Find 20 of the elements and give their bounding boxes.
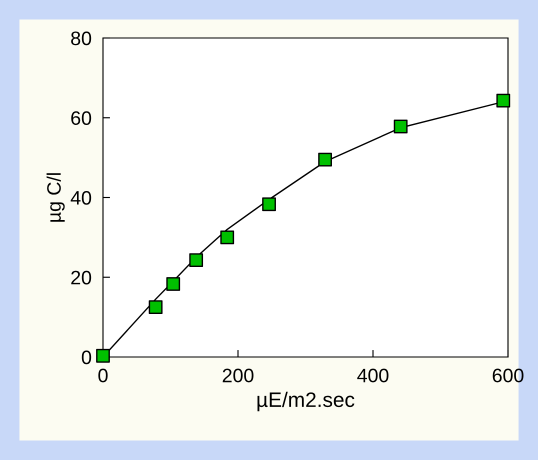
point <box>166 277 180 291</box>
x-tick-label: 600 <box>492 368 524 382</box>
y-tick-label: 20 <box>71 270 92 284</box>
point <box>496 94 510 108</box>
y-tick-label: 40 <box>70 190 92 205</box>
x-tick-label: 400 <box>357 368 388 382</box>
x-axis-title: µE/m2.sec <box>258 392 354 412</box>
point <box>318 152 332 167</box>
point <box>96 348 110 363</box>
point <box>189 253 204 268</box>
x-tick-label: 0 <box>98 368 108 382</box>
y-tick-label: 80 <box>71 31 92 46</box>
point <box>394 120 408 134</box>
point <box>148 300 163 314</box>
y-axis-title: µg C/l <box>46 173 65 222</box>
y-tick-label: 60 <box>71 111 92 125</box>
point <box>220 230 234 244</box>
y-tick-label: 0 <box>82 350 92 364</box>
point <box>262 197 276 212</box>
x-tick-label: 200 <box>222 368 254 382</box>
